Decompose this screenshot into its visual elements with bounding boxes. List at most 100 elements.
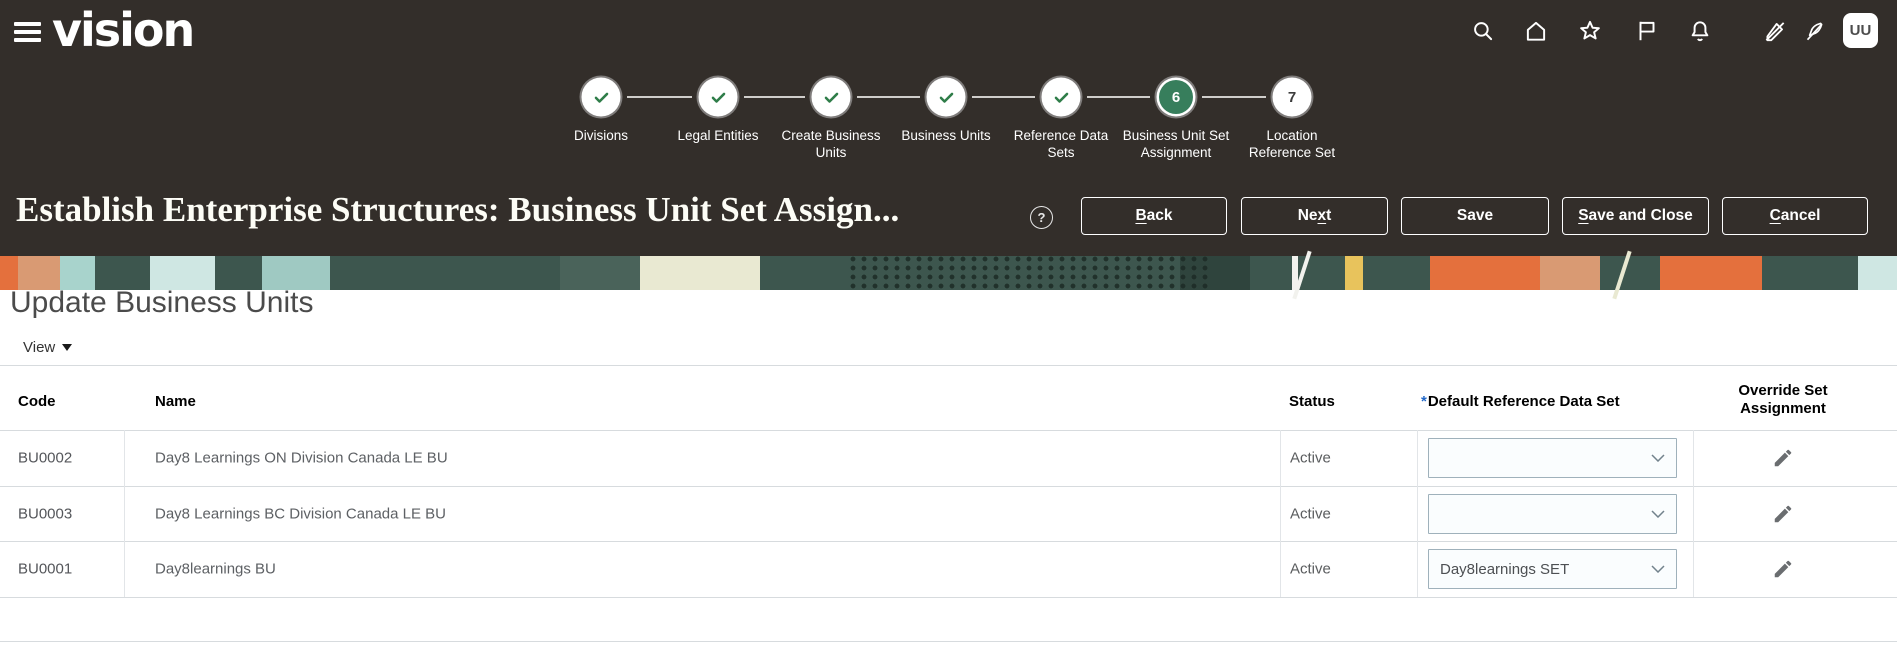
default-reference-data-set-select[interactable]: Day8learnings SET <box>1428 549 1677 589</box>
step-label: Create Business Units <box>781 128 881 160</box>
step-complete-circle[interactable] <box>929 80 963 114</box>
cell-status: Active <box>1290 449 1331 467</box>
step-complete-circle[interactable] <box>1044 80 1078 114</box>
next-button[interactable]: Next <box>1241 197 1388 235</box>
cell-code: BU0003 <box>18 505 73 523</box>
back-button[interactable]: Back <box>1081 197 1227 235</box>
column-header-default-reference-data-set: *Default Reference Data Set <box>1421 393 1620 410</box>
default-reference-data-set-select[interactable] <box>1428 494 1677 534</box>
cell-name: Day8 Learnings ON Division Canada LE BU <box>155 449 448 467</box>
cancel-button[interactable]: Cancel <box>1722 197 1868 235</box>
help-icon[interactable]: ? <box>1030 206 1053 229</box>
column-divider <box>1417 430 1418 597</box>
stepper-step-location-reference-set[interactable]: 7 Location Reference Set <box>1236 80 1348 161</box>
global-header: vision U <box>0 0 1897 256</box>
flag-icon[interactable] <box>1634 18 1660 44</box>
table-row: BU0003 Day8 Learnings BC Division Canada… <box>0 486 1897 542</box>
column-divider <box>1280 430 1281 597</box>
edit-override-set-assignment-button[interactable] <box>1772 447 1794 469</box>
step-connector <box>857 96 920 98</box>
step-number: 7 <box>1287 88 1297 106</box>
check-icon <box>824 92 838 103</box>
step-label: Legal Entities <box>677 128 759 143</box>
home-icon[interactable] <box>1523 18 1549 44</box>
step-label: Business Units <box>901 128 991 143</box>
column-header-name: Name <box>155 393 196 410</box>
column-divider <box>1693 430 1694 597</box>
step-number: 6 <box>1171 88 1181 106</box>
decorative-banner <box>0 250 1897 300</box>
step-complete-circle[interactable] <box>584 80 618 114</box>
page-title: Establish Enterprise Structures: Busines… <box>16 190 900 229</box>
caret-down-icon <box>62 344 73 351</box>
vision-logo[interactable]: vision <box>52 3 195 57</box>
chevron-down-icon <box>1651 565 1665 573</box>
edit-override-set-assignment-button[interactable] <box>1772 503 1794 525</box>
cell-name: Day8 Learnings BC Division Canada LE BU <box>155 505 446 523</box>
cell-name: Day8learnings BU <box>155 560 276 578</box>
chevron-down-icon <box>1651 510 1665 518</box>
step-label: Reference Data Sets <box>1013 128 1109 160</box>
content-heading: Update Business Units <box>10 286 314 319</box>
column-header-override-set-assignment: Override Set Assignment <box>1738 382 1828 417</box>
pencil-icon <box>1774 505 1792 523</box>
step-connector <box>744 96 805 98</box>
step-connector <box>627 96 692 98</box>
row-divider <box>0 430 1897 431</box>
check-icon <box>1054 92 1068 103</box>
step-complete-circle[interactable] <box>814 80 848 114</box>
pen-disabled-icon[interactable] <box>1762 18 1788 44</box>
hamburger-menu-icon[interactable] <box>14 22 41 44</box>
save-and-close-button[interactable]: Save and Close <box>1562 197 1709 235</box>
view-menu-button[interactable]: View <box>23 339 73 356</box>
column-header-code: Code <box>18 393 56 410</box>
stepper-step-reference-data-sets[interactable]: Reference Data Sets <box>1005 80 1117 161</box>
step-upcoming-circle[interactable]: 7 <box>1275 80 1309 114</box>
required-asterisk: * <box>1421 393 1427 410</box>
stepper-step-divisions[interactable]: Divisions <box>545 80 657 145</box>
stepper-step-create-business-units[interactable]: Create Business Units <box>775 80 887 161</box>
stepper-step-business-units[interactable]: Business Units <box>890 80 1002 145</box>
step-connector <box>1202 96 1266 98</box>
step-current-circle[interactable]: 6 <box>1159 80 1193 114</box>
step-label: Location Reference Set <box>1248 128 1336 160</box>
check-icon <box>594 92 608 103</box>
search-icon[interactable] <box>1470 18 1496 44</box>
column-header-status: Status <box>1289 393 1335 410</box>
step-label: Divisions <box>573 128 628 143</box>
user-avatar[interactable]: UU <box>1843 13 1878 48</box>
check-icon <box>939 92 953 103</box>
banner-dots-texture <box>850 256 1210 290</box>
view-menu-label: View <box>23 339 56 356</box>
favorites-star-icon[interactable] <box>1577 18 1603 44</box>
default-reference-data-set-select[interactable] <box>1428 438 1677 478</box>
step-connector <box>972 96 1035 98</box>
save-button[interactable]: Save <box>1401 197 1549 235</box>
step-complete-circle[interactable] <box>701 80 735 114</box>
row-divider <box>0 541 1897 542</box>
row-divider <box>0 486 1897 487</box>
table-row: BU0001 Day8learnings BU Active Day8learn… <box>0 541 1897 597</box>
pencil-icon <box>1774 560 1792 578</box>
cell-status: Active <box>1290 560 1331 578</box>
row-divider <box>0 597 1897 598</box>
banner-stripe <box>1612 250 1632 300</box>
chevron-down-icon <box>1651 454 1665 462</box>
step-connector <box>1087 96 1150 98</box>
table-row: BU0002 Day8 Learnings ON Division Canada… <box>0 430 1897 486</box>
column-divider <box>124 430 125 597</box>
pencil-icon <box>1774 449 1792 467</box>
stepper-step-legal-entities[interactable]: Legal Entities <box>662 80 774 145</box>
stepper-step-business-unit-set-assignment[interactable]: 6 Business Unit Set Assignment <box>1120 80 1232 161</box>
banner-stripe <box>1292 250 1312 300</box>
cell-code: BU0002 <box>18 449 73 467</box>
cell-status: Active <box>1290 505 1331 523</box>
panel-bottom-divider <box>0 641 1897 642</box>
notifications-bell-icon[interactable] <box>1687 18 1713 44</box>
step-label: Business Unit Set Assignment <box>1122 128 1230 160</box>
toolbar-divider <box>0 365 1897 366</box>
ink-disabled-icon[interactable] <box>1801 18 1827 44</box>
edit-override-set-assignment-button[interactable] <box>1772 558 1794 580</box>
cell-code: BU0001 <box>18 560 73 578</box>
